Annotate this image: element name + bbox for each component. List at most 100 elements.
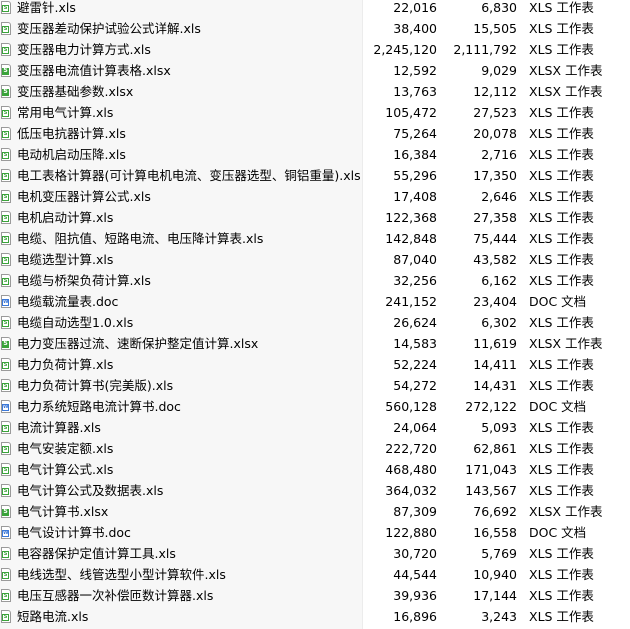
file-size: 468,480: [385, 462, 437, 477]
file-row[interactable]: S 电缆选型计算.xls 87,040 43,582 XLS 工作表: [0, 249, 630, 270]
file-type: XLS 工作表: [529, 567, 594, 582]
file-row[interactable]: S 电机启动计算.xls 122,368 27,358 XLS 工作表: [0, 207, 630, 228]
file-size: 30,720: [393, 546, 437, 561]
file-type: XLS 工作表: [529, 462, 594, 477]
packed-size: 76,692: [473, 504, 517, 519]
xlsx-file-icon: S: [1, 505, 11, 518]
packed-size: 17,350: [473, 168, 517, 183]
file-name: 电力负荷计算.xls: [17, 357, 114, 372]
file-type: XLS 工作表: [529, 315, 594, 330]
file-size: 14,583: [393, 336, 437, 351]
packed-size: 5,093: [481, 420, 517, 435]
file-row[interactable]: S 避雷针.xls 22,016 6,830 XLS 工作表: [0, 0, 630, 18]
xls-file-icon: S: [1, 589, 11, 602]
file-size: 87,040: [393, 252, 437, 267]
file-size: 87,309: [393, 504, 437, 519]
file-row[interactable]: S 低压电抗器计算.xls 75,264 20,078 XLS 工作表: [0, 123, 630, 144]
packed-size: 43,582: [473, 252, 517, 267]
file-row[interactable]: S 电力变压器过流、速断保护整定值计算.xlsx 14,583 11,619 XLSX …: [0, 333, 630, 354]
file-name: 常用电气计算.xls: [17, 105, 114, 120]
file-row[interactable]: S 短路电流.xls 16,896 3,243 XLS 工作表: [0, 606, 630, 627]
packed-size: 15,505: [473, 21, 517, 36]
file-row[interactable]: S 常用电气计算.xls 105,472 27,523 XLS 工作表: [0, 102, 630, 123]
file-name: 电气计算公式.xls: [17, 462, 114, 477]
file-type: XLS 工作表: [529, 231, 594, 246]
file-type: XLS 工作表: [529, 168, 594, 183]
file-type: XLS 工作表: [529, 546, 594, 561]
file-row[interactable]: S 电缆、阻抗值、短路电流、电压降计算表.xls 142,848 75,444 XLS …: [0, 228, 630, 249]
file-size: 222,720: [385, 441, 437, 456]
file-row[interactable]: S 电气计算书.xlsx 87,309 76,692 XLSX 工作表: [0, 501, 630, 522]
packed-size: 6,830: [481, 0, 517, 15]
file-name: 电气安装定额.xls: [17, 441, 114, 456]
file-row[interactable]: W 电缆载流量表.doc 241,152 23,404 DOC 文档: [0, 291, 630, 312]
xls-file-icon: S: [1, 442, 11, 455]
file-row[interactable]: S 电工表格计算器(可计算电机电流、变压器选型、铜铝重量).xls 55,296 17…: [0, 165, 630, 186]
file-row[interactable]: S 电容器保护定值计算工具.xls 30,720 5,769 XLS 工作表: [0, 543, 630, 564]
file-name: 短路电流.xls: [17, 609, 89, 624]
file-size: 16,896: [393, 609, 437, 624]
file-type: XLS 工作表: [529, 21, 594, 36]
file-row[interactable]: S 电机变压器计算公式.xls 17,408 2,646 XLS 工作表: [0, 186, 630, 207]
file-size: 241,152: [385, 294, 437, 309]
file-row[interactable]: S 电缆与桥架负荷计算.xls 32,256 6,162 XLS 工作表: [0, 270, 630, 291]
xls-file-icon: S: [1, 211, 11, 224]
file-row[interactable]: S 电压互感器一次补偿匝数计算器.xls 39,936 17,144 XLS 工作表: [0, 585, 630, 606]
file-name: 电缆与桥架负荷计算.xls: [17, 273, 151, 288]
file-row[interactable]: S 电力负荷计算.xls 52,224 14,411 XLS 工作表: [0, 354, 630, 375]
file-size: 24,064: [393, 420, 437, 435]
file-type: DOC 文档: [529, 294, 587, 309]
file-row[interactable]: S 电气安装定额.xls 222,720 62,861 XLS 工作表: [0, 438, 630, 459]
file-name: 电流计算器.xls: [17, 420, 101, 435]
file-row[interactable]: S 变压器电力计算方式.xls 2,245,120 2,111,792 XLS 工作表: [0, 39, 630, 60]
file-name: 电线选型、线管选型小型计算软件.xls: [17, 567, 226, 582]
file-row[interactable]: W 电力系统短路电流计算书.doc 560,128 272,122 DOC 文档: [0, 396, 630, 417]
file-row[interactable]: S 电流计算器.xls 24,064 5,093 XLS 工作表: [0, 417, 630, 438]
packed-size: 75,444: [473, 231, 517, 246]
file-name: 电力负荷计算书(完美版).xls: [17, 378, 174, 393]
file-size: 122,880: [385, 525, 437, 540]
xls-file-icon: S: [1, 274, 11, 287]
file-type: XLS 工作表: [529, 357, 594, 372]
packed-size: 20,078: [473, 126, 517, 141]
file-row[interactable]: S 电力负荷计算书(完美版).xls 54,272 14,431 XLS 工作表: [0, 375, 630, 396]
file-row[interactable]: S 电气计算公式.xls 468,480 171,043 XLS 工作表: [0, 459, 630, 480]
packed-size: 27,523: [473, 105, 517, 120]
file-row[interactable]: S 变压器基础参数.xlsx 13,763 12,112 XLSX 工作表: [0, 81, 630, 102]
packed-size: 12,112: [473, 84, 517, 99]
packed-size: 10,940: [473, 567, 517, 582]
file-size: 2,245,120: [373, 42, 437, 57]
xls-file-icon: S: [1, 106, 11, 119]
xls-file-icon: S: [1, 358, 11, 371]
file-name: 电缆、阻抗值、短路电流、电压降计算表.xls: [17, 231, 264, 246]
file-row[interactable]: S 电动机启动压降.xls 16,384 2,716 XLS 工作表: [0, 144, 630, 165]
file-size: 38,400: [393, 21, 437, 36]
file-size: 44,544: [393, 567, 437, 582]
file-type: XLS 工作表: [529, 273, 594, 288]
packed-size: 2,111,792: [453, 42, 517, 57]
file-type: XLS 工作表: [529, 441, 594, 456]
xlsx-file-icon: S: [1, 85, 11, 98]
file-size: 364,032: [385, 483, 437, 498]
packed-size: 272,122: [465, 399, 517, 414]
file-row[interactable]: W 电气设计计算书.doc 122,880 16,558 DOC 文档: [0, 522, 630, 543]
xls-file-icon: S: [1, 1, 11, 14]
file-row[interactable]: S 变压器电流值计算表格.xlsx 12,592 9,029 XLSX 工作表: [0, 60, 630, 81]
file-row[interactable]: S 电线选型、线管选型小型计算软件.xls 44,544 10,940 XLS 工作表: [0, 564, 630, 585]
file-size: 55,296: [393, 168, 437, 183]
file-name: 电动机启动压降.xls: [17, 147, 126, 162]
xls-file-icon: S: [1, 148, 11, 161]
packed-size: 143,567: [465, 483, 517, 498]
file-size: 560,128: [385, 399, 437, 414]
packed-size: 27,358: [473, 210, 517, 225]
file-row[interactable]: S 电缆自动选型1.0.xls 26,624 6,302 XLS 工作表: [0, 312, 630, 333]
xls-file-icon: S: [1, 379, 11, 392]
file-type: XLSX 工作表: [529, 63, 603, 78]
file-name: 变压器差动保护试验公式详解.xls: [17, 21, 201, 36]
file-type: XLS 工作表: [529, 210, 594, 225]
file-name: 低压电抗器计算.xls: [17, 126, 126, 141]
file-row[interactable]: S 变压器差动保护试验公式详解.xls 38,400 15,505 XLS 工作表: [0, 18, 630, 39]
xls-file-icon: S: [1, 547, 11, 560]
file-row[interactable]: S 电气计算公式及数据表.xls 364,032 143,567 XLS 工作表: [0, 480, 630, 501]
file-name: 电气计算公式及数据表.xls: [17, 483, 164, 498]
